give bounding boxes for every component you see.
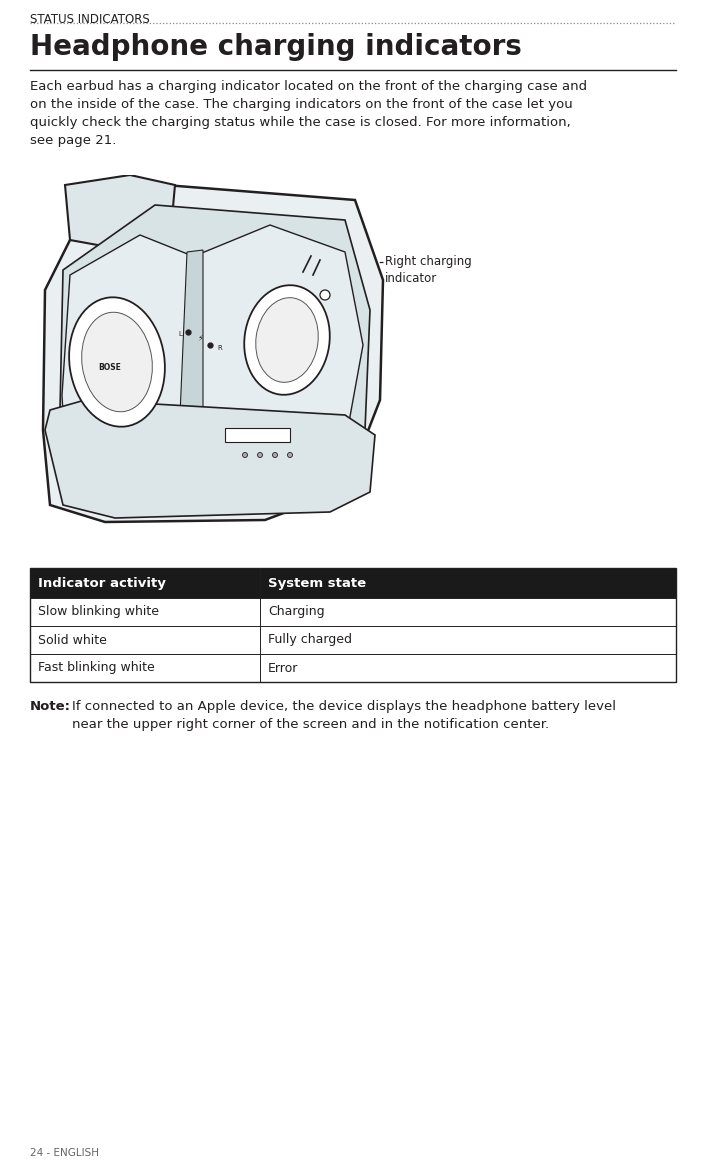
Ellipse shape: [69, 297, 165, 427]
Polygon shape: [60, 205, 370, 512]
Polygon shape: [45, 401, 375, 518]
Bar: [30, 654, 676, 682]
Text: L: L: [178, 331, 182, 337]
Text: ⚡: ⚡: [197, 333, 203, 342]
Bar: [30, 626, 676, 654]
Text: Fully charged: Fully charged: [268, 634, 352, 647]
Bar: [30, 568, 676, 598]
Bar: [30, 568, 676, 682]
Ellipse shape: [256, 297, 318, 382]
Text: Headphone charging indicators: Headphone charging indicators: [30, 33, 522, 62]
Polygon shape: [62, 235, 190, 495]
Text: BOSE: BOSE: [99, 363, 121, 373]
Text: Slow blinking white: Slow blinking white: [38, 606, 159, 619]
Text: Left charging
indicator: Left charging indicator: [179, 190, 257, 221]
Polygon shape: [180, 250, 203, 490]
Ellipse shape: [244, 286, 330, 395]
Text: Indicator activity: Indicator activity: [38, 577, 166, 590]
Ellipse shape: [258, 453, 263, 457]
Text: R: R: [217, 345, 222, 351]
Text: Solid white: Solid white: [38, 634, 107, 647]
Ellipse shape: [287, 453, 292, 457]
Bar: [30, 598, 676, 626]
Text: Note:: Note:: [30, 700, 71, 713]
Text: System state: System state: [268, 577, 366, 590]
Text: 24 - ENGLISH: 24 - ENGLISH: [30, 1148, 99, 1158]
Polygon shape: [43, 185, 383, 522]
Text: Charging: Charging: [268, 606, 325, 619]
Text: Error: Error: [268, 662, 299, 675]
Text: Right charging
indicator: Right charging indicator: [385, 255, 472, 286]
Ellipse shape: [242, 453, 248, 457]
Text: Each earbud has a charging indicator located on the front of the charging case a: Each earbud has a charging indicator loc…: [30, 80, 587, 147]
Bar: [225, 428, 290, 442]
Text: STATUS INDICATORS: STATUS INDICATORS: [30, 13, 150, 26]
Polygon shape: [65, 175, 175, 250]
Polygon shape: [193, 225, 363, 498]
Text: If connected to an Apple device, the device displays the headphone battery level: If connected to an Apple device, the dev…: [72, 700, 616, 731]
Ellipse shape: [320, 290, 330, 300]
Text: Fast blinking white: Fast blinking white: [38, 662, 155, 675]
Ellipse shape: [273, 453, 277, 457]
Ellipse shape: [82, 312, 152, 412]
